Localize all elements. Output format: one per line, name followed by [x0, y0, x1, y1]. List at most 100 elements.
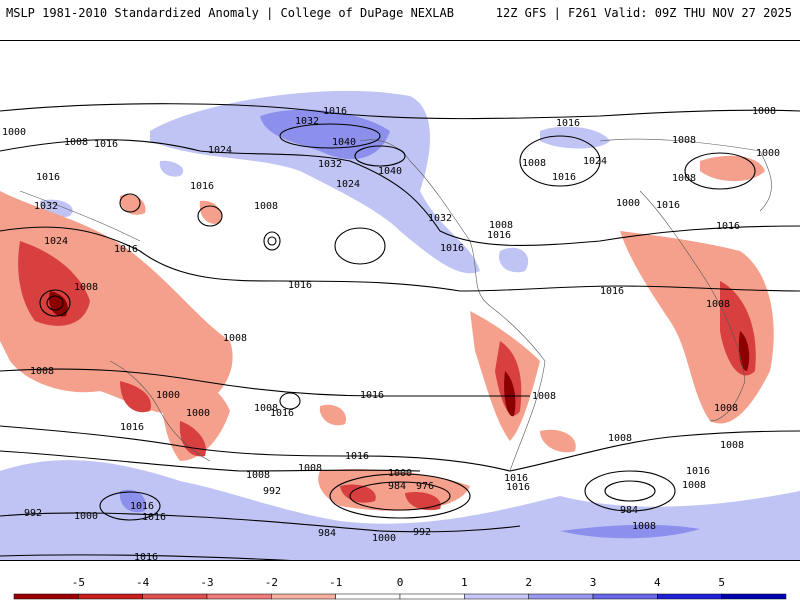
isobar-label: 1016 [134, 552, 158, 560]
isobar-label: 1032 [295, 116, 319, 127]
isobar-label: 1008 [682, 480, 706, 491]
isobar-label: 1016 [345, 451, 369, 462]
isobar-label: 1008 [30, 366, 54, 377]
isobar-label: 1008 [64, 137, 88, 148]
colorbar-segment [206, 593, 272, 600]
isobar-label: 1008 [298, 463, 322, 474]
isobar-label: 1008 [714, 403, 738, 414]
isobar-label: 1008 [254, 403, 278, 414]
isobar-label: 1016 [504, 473, 528, 484]
isobar-label: 1008 [672, 135, 696, 146]
isobars [0, 103, 800, 560]
colorbar-segment [271, 593, 336, 600]
isobar-label: 984 [318, 528, 336, 539]
isobar-label: 1008 [223, 333, 247, 344]
isobar-label: 1008 [246, 470, 270, 481]
positive-anomaly-core [119, 109, 700, 539]
isobar-label: 1016 [360, 390, 384, 401]
isobar-label: 1008 [720, 440, 744, 451]
isobar-label: 1000 [616, 198, 640, 209]
isobar-label: 1032 [428, 213, 452, 224]
colorbar-tick-label: 3 [590, 576, 597, 589]
isobar-label: 976 [416, 481, 434, 492]
colorbar-segment [592, 593, 658, 600]
isobar-label: 1016 [440, 243, 464, 254]
isobar-label: 1040 [378, 166, 402, 177]
isobar-labels: 1016 1032 1040 1032 1040 1024 1024 1000 … [2, 106, 780, 560]
isobar-label: 1008 [608, 433, 632, 444]
model-run-info: 12Z GFS | F261 Valid: 09Z THU NOV 27 202… [495, 6, 792, 20]
isobar-label: 1008 [532, 391, 556, 402]
colorbar-tick-label: 1 [461, 576, 468, 589]
isobar-label: 1000 [74, 511, 98, 522]
colorbar-tick-label: 0 [397, 576, 404, 589]
colorbar-tick-label: 5 [718, 576, 725, 589]
isobar-label: 1008 [632, 521, 656, 532]
isobar-label: 1008 [489, 220, 513, 231]
colorbar-segment [657, 593, 722, 600]
isobar-label: 984 [620, 505, 638, 516]
isobar-label: 1032 [34, 201, 58, 212]
isobar-label: 1032 [318, 159, 342, 170]
isobar-label: 1016 [686, 466, 710, 477]
isobar-label: 992 [24, 508, 42, 519]
isobar-label: 992 [263, 486, 281, 497]
isobar-label: 1016 [190, 181, 214, 192]
colorbar-segment [142, 593, 208, 600]
colorbar-segment [78, 593, 143, 600]
negative-anomaly-areas [0, 155, 774, 511]
isobar-label: 1016 [288, 280, 312, 291]
isobar-label: 1016 [114, 244, 138, 255]
isobar-label: 1008 [522, 158, 546, 169]
isobar-label: 1000 [186, 408, 210, 419]
isobar-label: 1000 [388, 468, 412, 479]
isobar-label: 1016 [506, 482, 530, 493]
isobar-label: 1008 [706, 299, 730, 310]
colorbar-segment [721, 593, 787, 600]
isobar-label: 1024 [208, 145, 232, 156]
isobar-label: 1008 [752, 106, 776, 117]
isobar-label: 1016 [600, 286, 624, 297]
isobar-label: 1008 [254, 201, 278, 212]
colorbar-segment [464, 593, 529, 600]
isobar-label: 1040 [332, 137, 356, 148]
colorbar-tick-label: 2 [525, 576, 532, 589]
isobar-label: 1000 [156, 390, 180, 401]
colorbar-segment [13, 593, 79, 600]
isobar-label: 1016 [142, 512, 166, 523]
isobar-label: 1016 [94, 139, 118, 150]
colorbar-segments [13, 593, 787, 600]
isobar-label: 1016 [487, 230, 511, 241]
isobar-label: 1000 [756, 148, 780, 159]
isobar-label: 1024 [583, 156, 607, 167]
isobar-label: 1016 [270, 408, 294, 419]
colorbar-tick-label: -5 [72, 576, 85, 589]
isobar-label: 1024 [44, 236, 68, 247]
colorbar-ticks: -5 -4 -3 -2 -1 0 1 2 3 4 5 [72, 576, 725, 589]
map-title: MSLP 1981-2010 Standardized Anomaly | Co… [6, 6, 454, 20]
colorbar-segment [399, 593, 465, 600]
colorbar-tick-label: -3 [200, 576, 213, 589]
isobar-label: 1016 [120, 422, 144, 433]
isobar-label: 1000 [372, 533, 396, 544]
isobar-label: 1024 [336, 179, 360, 190]
isobar-label: 1000 [2, 127, 26, 138]
isobar-label: 992 [413, 527, 431, 538]
colorbar-tick-label: 4 [654, 576, 661, 589]
colorbar-segment [528, 593, 594, 600]
isobar-label: 1016 [130, 501, 154, 512]
isobar-label: 984 [388, 481, 406, 492]
colorbar-legend: -5 -4 -3 -2 -1 0 1 2 3 4 5 [13, 576, 787, 600]
colorbar-tick-label: -1 [329, 576, 342, 589]
colorbar-tick-label: -4 [136, 576, 150, 589]
isobar-label: 1016 [36, 172, 60, 183]
isobar-label: 1016 [716, 221, 740, 232]
map-canvas: 1016 1032 1040 1032 1040 1024 1024 1000 … [0, 90, 800, 560]
isobar-label: 1016 [323, 106, 347, 117]
isobar-label: 1008 [672, 173, 696, 184]
colorbar-tick-label: -2 [265, 576, 278, 589]
isobar-label: 1016 [656, 200, 680, 211]
colorbar-segment [335, 593, 401, 600]
isobar-label: 1016 [556, 118, 580, 129]
isobar-label: 1016 [552, 172, 576, 183]
